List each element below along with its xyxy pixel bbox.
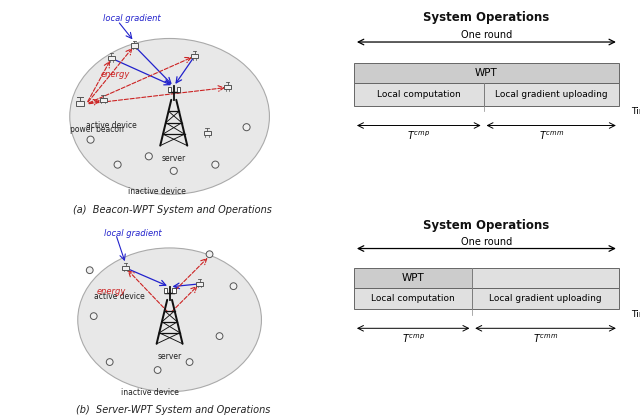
Bar: [484, 83, 619, 106]
Bar: [177, 87, 180, 92]
Text: active device: active device: [86, 121, 137, 130]
Bar: [100, 97, 106, 102]
Text: WPT: WPT: [475, 68, 498, 78]
Circle shape: [212, 161, 219, 168]
Ellipse shape: [77, 248, 262, 392]
Bar: [168, 87, 171, 92]
Circle shape: [87, 136, 94, 143]
Bar: [354, 83, 484, 106]
Bar: [131, 43, 138, 48]
Bar: [472, 268, 619, 288]
Text: One round: One round: [461, 30, 512, 40]
Circle shape: [206, 251, 213, 258]
Circle shape: [186, 359, 193, 365]
Bar: [164, 288, 167, 293]
Circle shape: [170, 167, 177, 174]
Circle shape: [243, 124, 250, 131]
Text: energy: energy: [101, 70, 131, 79]
Text: local gradient: local gradient: [104, 230, 161, 238]
Bar: [76, 102, 84, 106]
Circle shape: [145, 153, 152, 160]
Circle shape: [154, 366, 161, 374]
Circle shape: [90, 313, 97, 319]
Text: (b)  Server-WPT System and Operations: (b) Server-WPT System and Operations: [76, 405, 270, 415]
Circle shape: [230, 283, 237, 290]
Bar: [472, 288, 619, 310]
Text: Time: Time: [632, 107, 640, 116]
Bar: [191, 54, 198, 58]
Text: $T^{cmp}$: $T^{cmp}$: [402, 332, 425, 344]
Circle shape: [86, 267, 93, 274]
Text: active device: active device: [93, 292, 145, 301]
Bar: [354, 268, 472, 288]
Bar: [204, 131, 211, 135]
Text: One round: One round: [461, 237, 512, 247]
Bar: [196, 282, 203, 286]
Bar: [354, 288, 472, 310]
Bar: [354, 62, 619, 83]
Text: inactive device: inactive device: [121, 388, 179, 397]
Text: server: server: [162, 154, 186, 163]
Text: System Operations: System Operations: [423, 11, 550, 24]
Text: Local computation: Local computation: [371, 294, 455, 303]
Text: local gradient: local gradient: [103, 14, 161, 23]
Text: $T^{cmm}$: $T^{cmm}$: [538, 130, 564, 142]
Text: energy: energy: [96, 287, 125, 296]
Bar: [172, 288, 175, 293]
Circle shape: [106, 359, 113, 365]
Text: Local gradient uploading: Local gradient uploading: [489, 294, 602, 303]
Circle shape: [114, 161, 121, 168]
Text: Local computation: Local computation: [377, 90, 461, 99]
Bar: [225, 85, 231, 89]
Text: Time: Time: [632, 310, 640, 319]
Text: Local gradient uploading: Local gradient uploading: [495, 90, 607, 99]
Text: power beacon: power beacon: [70, 125, 124, 134]
Bar: [108, 56, 115, 60]
Text: $T^{cmp}$: $T^{cmp}$: [407, 130, 430, 142]
Circle shape: [216, 333, 223, 339]
Text: WPT: WPT: [402, 273, 424, 283]
Text: $T^{cmm}$: $T^{cmm}$: [533, 332, 558, 344]
Text: (a)  Beacon-WPT System and Operations: (a) Beacon-WPT System and Operations: [74, 205, 272, 215]
Text: System Operations: System Operations: [423, 219, 550, 232]
Ellipse shape: [70, 39, 269, 195]
Text: server: server: [157, 352, 182, 361]
Text: inactive device: inactive device: [128, 187, 186, 196]
Bar: [122, 266, 129, 270]
